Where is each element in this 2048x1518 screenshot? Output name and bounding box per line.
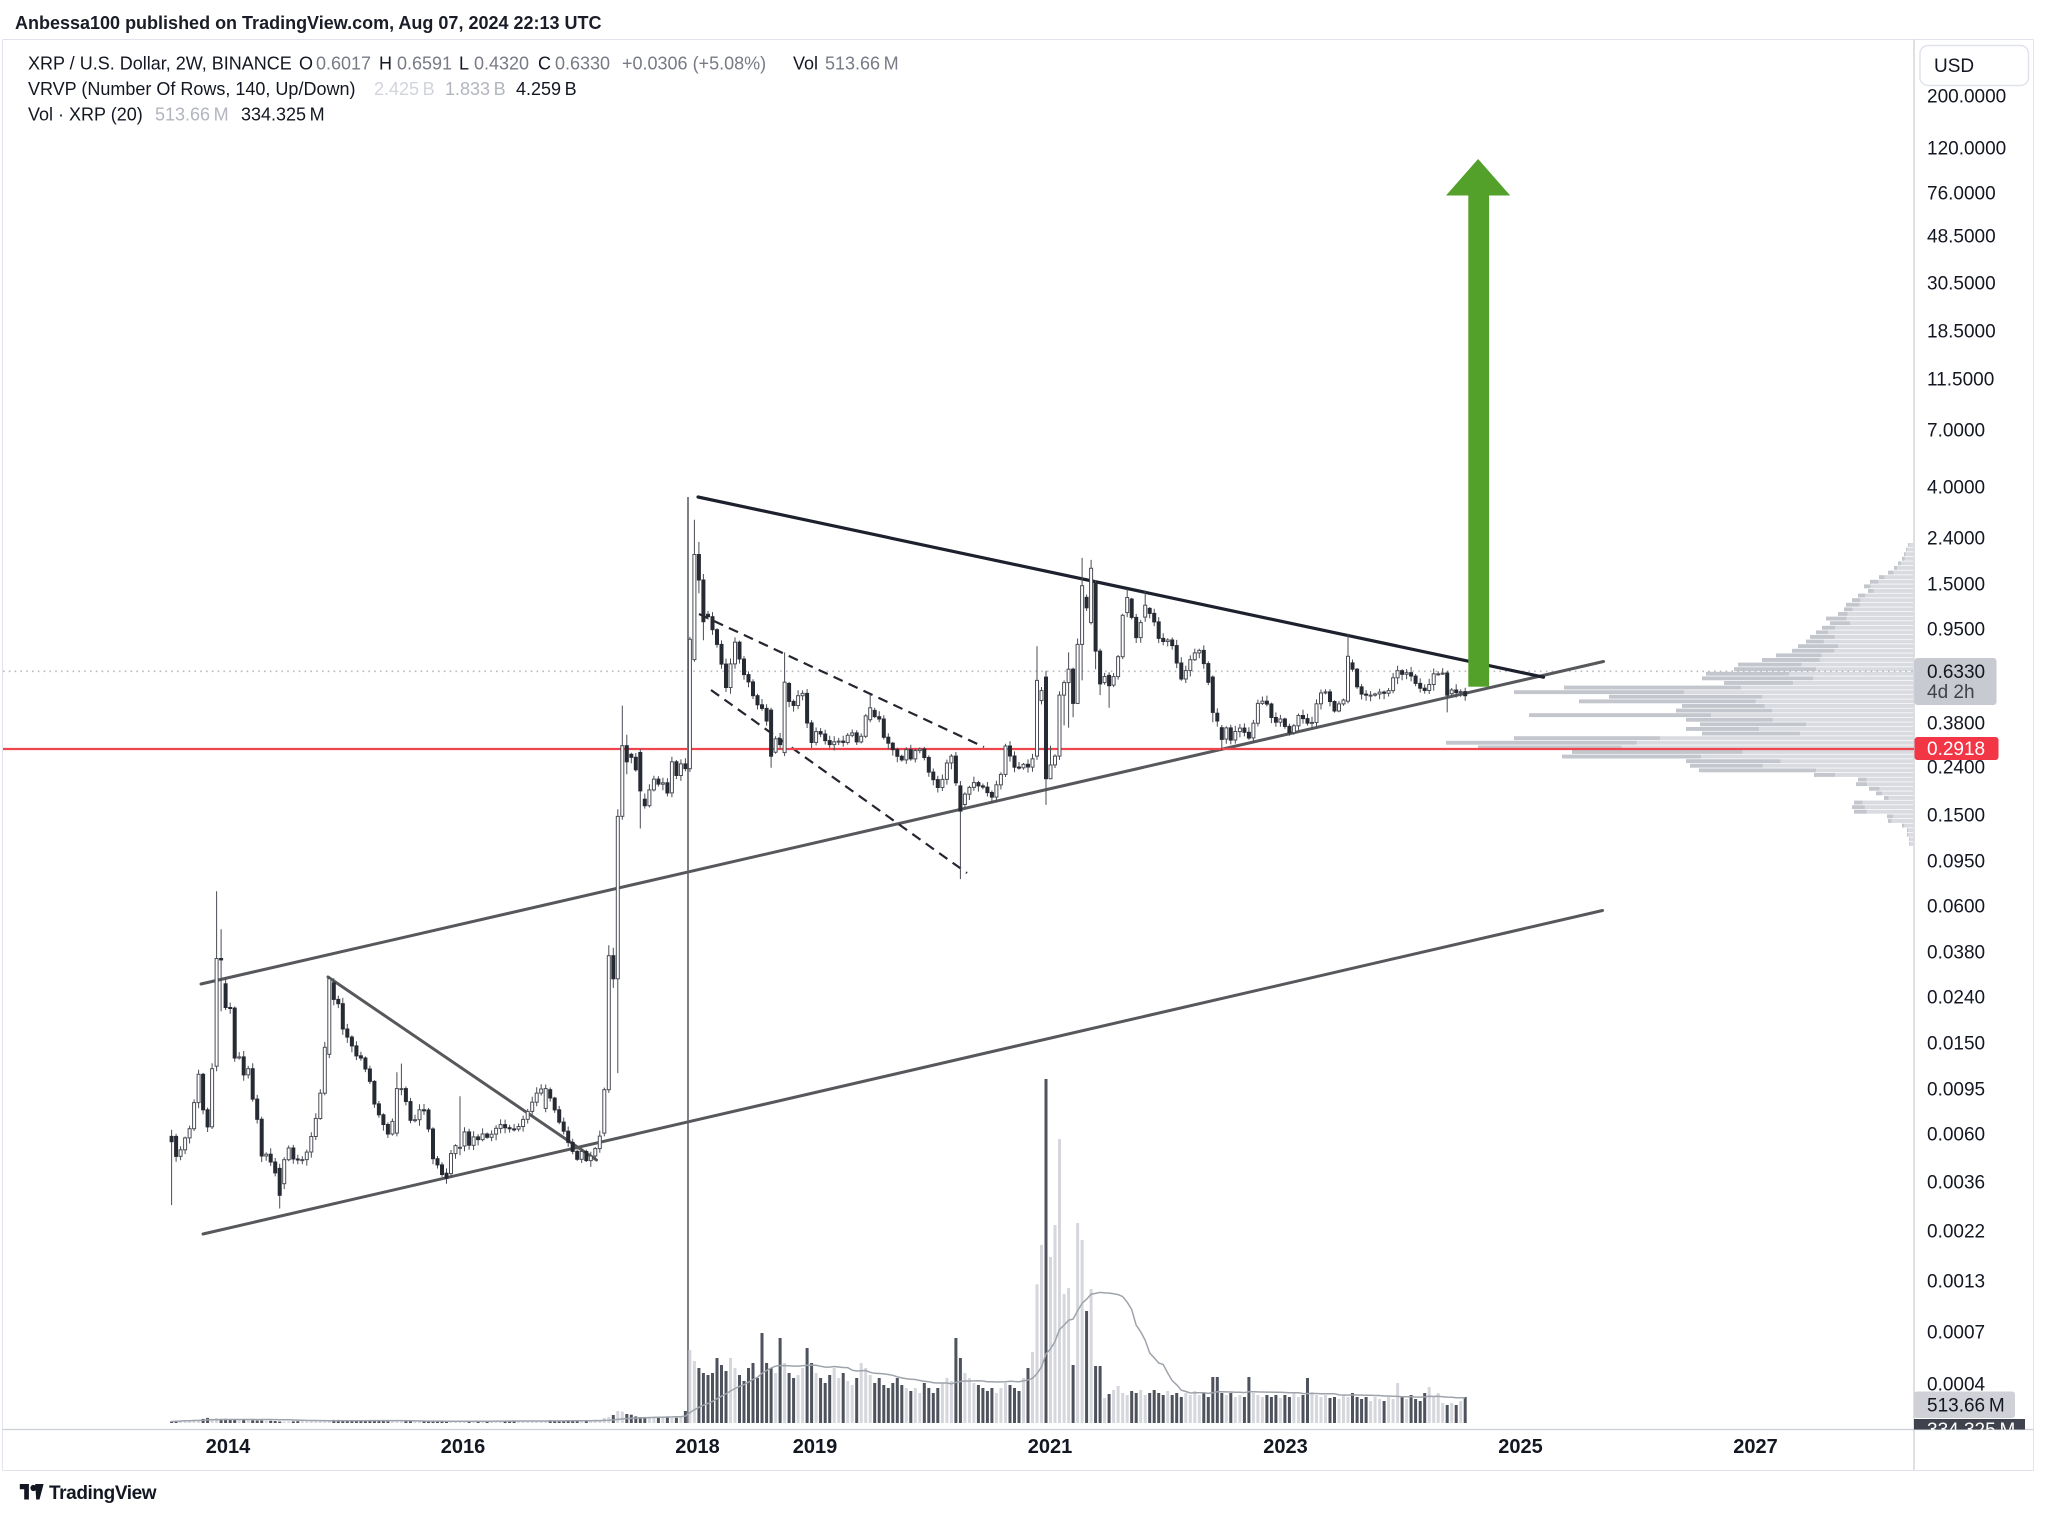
svg-text:0.2400: 0.2400 [1927,758,1985,779]
svg-text:2014: 2014 [206,1436,251,1458]
svg-text:4.259 B: 4.259 B [516,79,577,99]
svg-text:0.0060: 0.0060 [1927,1125,1985,1146]
svg-text:0.0022: 0.0022 [1927,1222,1985,1243]
svg-text:0.0095: 0.0095 [1927,1080,1985,1101]
svg-text:200.0000: 200.0000 [1927,87,2006,108]
svg-text:0.0004: 0.0004 [1927,1375,1986,1396]
svg-text:334.325 M: 334.325 M [1927,1420,2015,1441]
svg-text:O: O [299,54,313,74]
svg-text:C: C [538,54,551,74]
svg-text:VRVP (Number Of Rows, 140, Up/: VRVP (Number Of Rows, 140, Up/Down) [28,79,355,99]
svg-text:0.0007: 0.0007 [1927,1323,1985,1344]
svg-text:2018: 2018 [675,1436,720,1458]
svg-text:513.66 M: 513.66 M [155,105,229,125]
svg-text:2019: 2019 [793,1436,838,1458]
svg-text:L: L [459,54,469,74]
svg-text:0.0036: 0.0036 [1927,1173,1985,1194]
svg-text:0.9500: 0.9500 [1927,620,1985,641]
svg-text:2.4000: 2.4000 [1927,529,1985,550]
svg-text:513.66 M: 513.66 M [825,54,899,74]
svg-text:7.0000: 7.0000 [1927,421,1985,442]
svg-text:0.6591: 0.6591 [397,54,452,74]
svg-text:0.6017: 0.6017 [316,54,371,74]
svg-text:1.833 B: 1.833 B [445,79,506,99]
svg-text:120.0000: 120.0000 [1927,139,2006,160]
svg-text:2016: 2016 [441,1436,486,1458]
svg-text:2027: 2027 [1733,1436,1778,1458]
svg-text:4d 2h: 4d 2h [1927,682,1975,703]
svg-text:0.0013: 0.0013 [1927,1272,1985,1293]
svg-text:334.325 M: 334.325 M [241,105,325,125]
svg-text:1.5000: 1.5000 [1927,575,1985,596]
svg-text:0.0380: 0.0380 [1927,943,1985,964]
svg-text:0.6330: 0.6330 [555,54,610,74]
svg-text:0.0950: 0.0950 [1927,852,1985,873]
svg-text:Vol · XRP (20): Vol · XRP (20) [28,105,143,125]
svg-text:76.0000: 76.0000 [1927,184,1996,205]
svg-text:+0.0306 (+5.08%): +0.0306 (+5.08%) [622,54,766,74]
svg-text:2.425 B: 2.425 B [374,79,435,99]
svg-text:XRP / U.S. Dollar, 2W, BINANCE: XRP / U.S. Dollar, 2W, BINANCE [28,54,292,74]
svg-text:2023: 2023 [1263,1436,1308,1458]
svg-text:11.5000: 11.5000 [1927,370,1994,391]
svg-text:TradingView: TradingView [49,1483,157,1504]
svg-text:513.66 M: 513.66 M [1927,1396,2005,1417]
svg-text:0.4320: 0.4320 [474,54,529,74]
svg-text:0.2918: 0.2918 [1927,739,1985,760]
svg-text:0.6330: 0.6330 [1927,662,1985,683]
svg-text:2025: 2025 [1498,1436,1543,1458]
svg-text:0.0600: 0.0600 [1927,897,1985,918]
svg-text:0.0150: 0.0150 [1927,1034,1985,1055]
svg-text:4.0000: 4.0000 [1927,478,1985,499]
svg-text:Anbessa100 published on Tradin: Anbessa100 published on TradingView.com,… [15,13,602,33]
svg-text:48.5000: 48.5000 [1927,227,1996,248]
svg-text:30.5000: 30.5000 [1927,274,1996,295]
svg-text:H: H [379,54,392,74]
svg-text:Vol: Vol [793,54,818,74]
svg-text:USD: USD [1934,56,1974,77]
svg-text:2021: 2021 [1028,1436,1073,1458]
svg-text:0.3800: 0.3800 [1927,714,1985,735]
svg-text:0.1500: 0.1500 [1927,806,1985,827]
svg-text:18.5000: 18.5000 [1927,322,1996,343]
svg-text:0.0240: 0.0240 [1927,988,1985,1009]
